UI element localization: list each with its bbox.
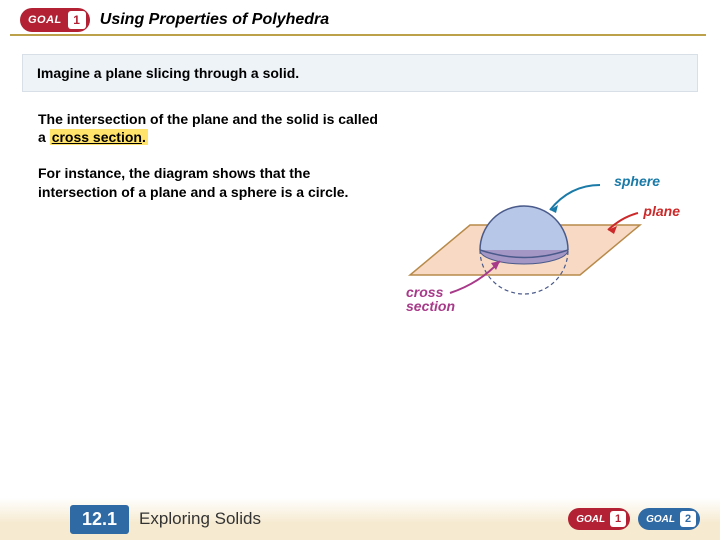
- label-cross-l2: section: [406, 298, 455, 314]
- callout-box: Imagine a plane slicing through a solid.: [22, 54, 698, 92]
- footer-spacer: [261, 498, 568, 540]
- section-badge: 12.1 Exploring Solids: [70, 498, 261, 540]
- goal-btn-2-label: GOAL: [646, 514, 675, 525]
- goal-badge: GOAL 1: [20, 8, 90, 32]
- label-cross-section: cross section: [406, 285, 455, 313]
- footer-goals: GOAL 1 GOAL 2: [568, 498, 720, 540]
- goal-btn-1-label: GOAL: [576, 514, 605, 525]
- paragraph-1: The intersection of the plane and the so…: [38, 110, 378, 146]
- goal-number: 1: [68, 11, 86, 29]
- goal-btn-1-num: 1: [610, 511, 626, 527]
- footer: 12.1 Exploring Solids GOAL 1 GOAL 2: [0, 498, 720, 540]
- callout-text: Imagine a plane slicing through a solid.: [37, 65, 299, 81]
- goal-btn-2-num: 2: [680, 511, 696, 527]
- term-cross-section: cross section: [52, 129, 142, 145]
- sphere-top: [480, 206, 568, 250]
- paragraph-2: For instance, the diagram shows that the…: [38, 164, 378, 200]
- highlighted-term: cross section.: [50, 129, 148, 145]
- section-number: 12.1: [70, 505, 129, 534]
- goal-button-2[interactable]: GOAL 2: [638, 508, 700, 530]
- label-plane: plane: [643, 203, 680, 219]
- label-sphere: sphere: [614, 173, 660, 189]
- para2-text: For instance, the diagram shows that the…: [38, 165, 348, 199]
- goal-word: GOAL: [28, 14, 62, 26]
- footer-pad: [0, 498, 70, 540]
- diagram-cross-section: sphere plane cross section: [390, 165, 690, 335]
- goal-button-1[interactable]: GOAL 1: [568, 508, 630, 530]
- para1-post: .: [142, 129, 146, 145]
- header: GOAL 1 Using Properties of Polyhedra: [10, 0, 706, 36]
- page-title: Using Properties of Polyhedra: [100, 11, 329, 29]
- section-title: Exploring Solids: [139, 509, 261, 529]
